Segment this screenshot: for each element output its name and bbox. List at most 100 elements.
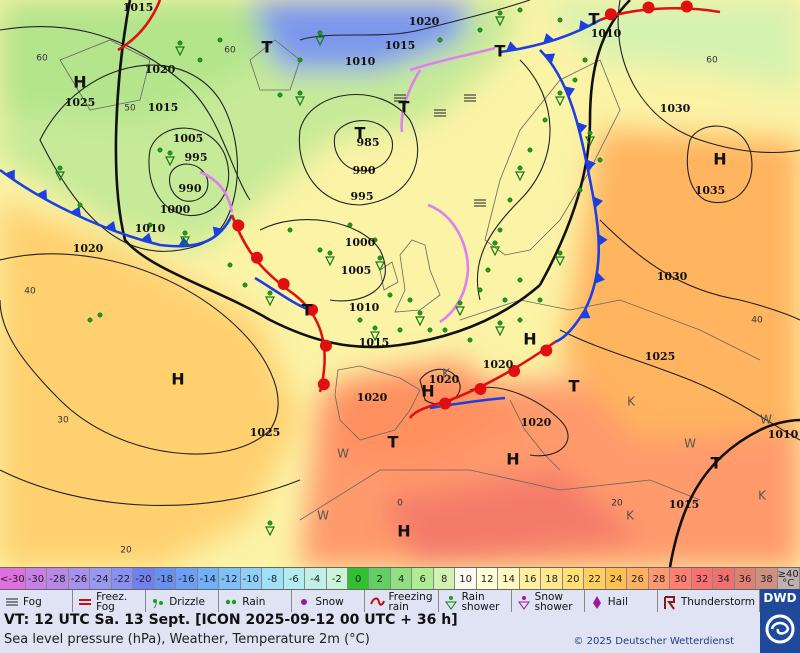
rain-shower-symbol [315,36,325,47]
high-pressure: H [523,330,536,349]
temperature-cell: -26 [68,568,91,590]
legend-icon [370,597,386,606]
rain-symbol [297,57,303,63]
warm-front-semicircle [508,364,521,377]
rain-shower-symbol [370,331,380,342]
rain-symbol [477,27,483,33]
front-symbols [4,0,693,410]
isobar-label: 1020 [145,63,176,76]
rain-symbol [582,57,588,63]
isobar [686,125,753,204]
rain-shower-symbol [495,326,505,337]
warm-front-semicircle [250,251,263,264]
isobar-label: 1010 [591,27,622,40]
warm-front-semicircle [319,339,332,352]
isobar-label: 985 [357,136,380,149]
temperature-cell: -16 [176,568,198,590]
coast-iceland [249,39,301,91]
rain-symbol [317,30,323,36]
isobar-label: 1000 [345,236,376,249]
isobar [39,64,238,252]
legend-label: Fog [23,595,42,608]
rain-symbol [347,222,353,228]
isobar [469,386,569,457]
legend-icon [6,598,18,605]
low-pressure: T [262,38,273,57]
warm-front [117,0,162,52]
warm-front-semicircle [680,0,693,13]
logo-swirl [770,621,790,635]
zone-east [560,130,800,440]
isobar-label: 1010 [345,55,376,68]
temperature-cell: -10 [240,568,263,590]
rain-symbol [587,130,593,136]
cold-front-triangle [70,206,82,218]
isobars [0,0,800,507]
coast-iberia [334,365,421,441]
icon-shape [444,601,457,610]
logo-text: DWD [763,591,797,605]
temperature-cell: 32 [691,568,714,590]
rain-symbol [467,337,473,343]
cold-front-triangle [598,234,608,247]
coast-scandinavia [484,59,621,256]
temperature-scale: <-30 -30 -28 -26 -24 -22 -20 -18 -16 -14 -12 -10 -8-… [0,567,800,590]
coast-ireland [379,261,399,291]
rain-symbol [87,317,93,323]
isobar-1015 [538,0,631,286]
temperature-cell: 28 [648,568,671,590]
rain-symbol [242,282,248,288]
rain-shower-symbol [515,171,525,182]
isobar-label: 1015 [385,39,416,52]
warm-front [408,340,556,419]
cold-front-triangle [593,196,604,209]
isobar-label: 1015 [148,101,179,114]
rain-symbol [317,247,323,253]
warm-front-semicircle [232,219,245,232]
isobar [259,219,386,302]
isobar-label: 1035 [695,184,726,197]
isotherm-label: 0 [397,499,403,509]
isobar-label: 995 [185,151,208,164]
temperature-cell: -22 [111,568,134,590]
cold-front-triangle [140,232,153,244]
temperature-cell: 20 [562,568,585,590]
legend-label: Snow shower [534,590,573,613]
isobar-label: 1025 [250,426,281,439]
rain-symbol [517,317,523,323]
footer: VT: 12 UTC Sa. 13 Sept. [ICON 2025-09-12… [0,612,760,653]
weather-letter: K [442,367,451,381]
rain-symbol [267,520,273,526]
high-pressure: H [421,382,434,401]
description: Sea level pressure (hPa), Weather, Tempe… [4,632,370,647]
rain-symbol [227,262,233,268]
isobar-label: 1005 [173,132,204,145]
rain-symbol [497,320,503,326]
legend-icon [663,595,675,610]
legend-item: Rain [219,590,293,613]
coastlines [59,39,761,521]
isobar-label: 990 [179,182,202,195]
rain-shower-symbol [455,306,465,317]
cold-front-triangle [212,226,224,238]
cold-front-triangle [178,237,191,247]
zone-iberia [330,360,520,470]
legend-icon [444,595,457,610]
temperature-cell: -24 [90,568,112,590]
rain-symbol [372,325,378,331]
high-pressure: H [713,150,726,169]
rain-shower-symbol [495,16,505,27]
rain-shower-symbol [325,256,335,267]
icon-shape [448,595,453,600]
rain-symbol [297,90,303,96]
warm-front-semicircle [277,277,290,290]
weather-letter: W [760,413,772,427]
temperature-cell: 12 [476,568,499,590]
rain-shower-symbol [265,526,275,537]
rain-symbol [357,317,363,323]
temperature-cell: 22 [584,568,606,590]
isobar-label: 1010 [768,428,799,441]
temperature-cell: 16 [519,568,542,590]
rain-shower-symbol [265,296,275,307]
